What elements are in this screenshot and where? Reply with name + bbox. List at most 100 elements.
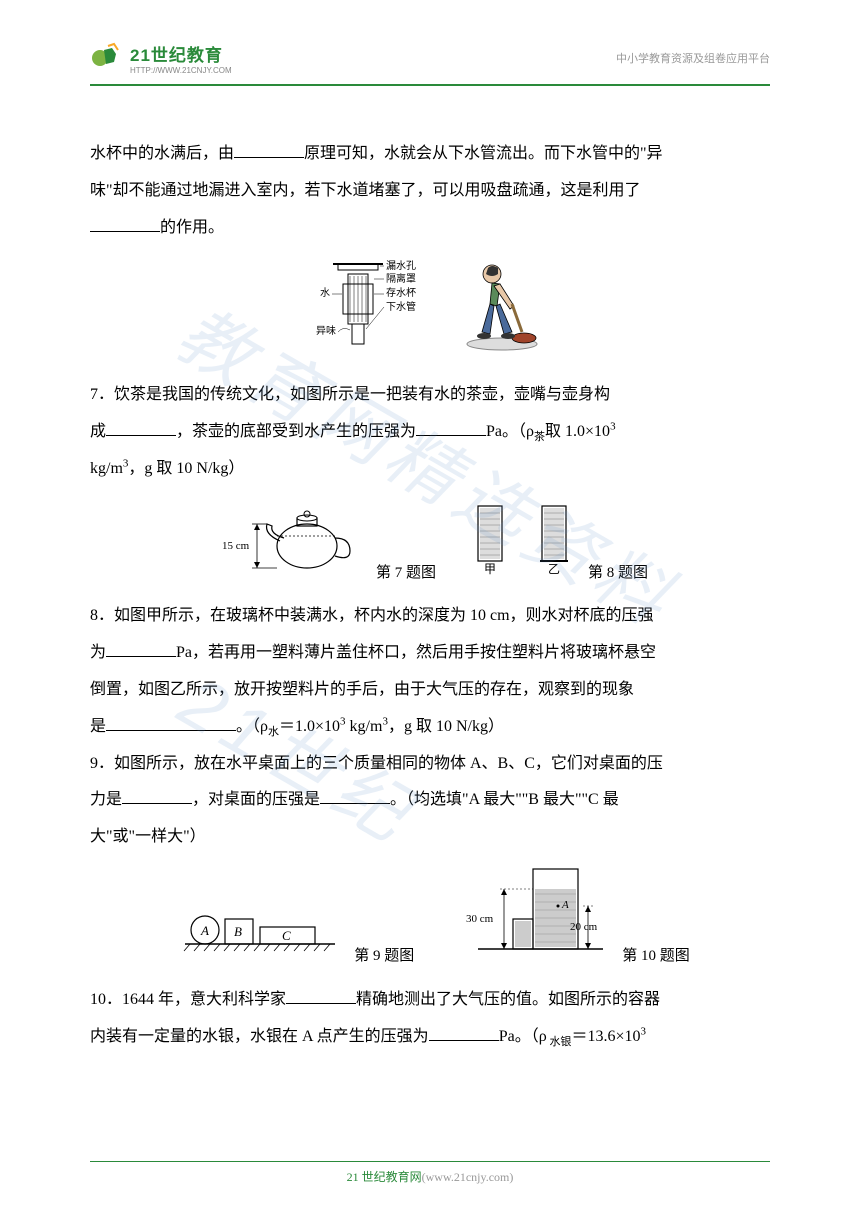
- q8-line4: 是。（ρ水＝1.0×103 kg/m3，g 取 10 N/kg）: [90, 709, 770, 746]
- text: 取 1.0×10: [545, 423, 610, 440]
- figure-glass-yi: 乙: [534, 501, 574, 591]
- q9-line1: 9．如图所示，放在水平桌面上的三个质量相同的物体 A、B、C，它们对桌面的压: [90, 746, 770, 783]
- figure-teapot: 15 cm: [222, 496, 362, 591]
- text: Pa。（ρ: [499, 1028, 547, 1045]
- svg-text:30 cm: 30 cm: [466, 913, 494, 925]
- text: 8．如图甲所示，在玻璃杯中装满水，杯内水的深度为 10 cm，则水对杯底的压强: [90, 607, 654, 624]
- figure-drain: 漏水孔 隔离罩 存水杯 下水管 水 异味: [308, 254, 428, 369]
- header-divider: [90, 84, 770, 86]
- header: 21世纪教育 HTTP://WWW.21CNJY.COM 中小学教育资源及组卷应…: [90, 40, 770, 76]
- svg-text:A: A: [561, 899, 569, 911]
- q7-line2: 成 ，茶壶的底部受到水产生的压强为 Pa。（ρ茶取 1.0×103: [90, 414, 770, 451]
- svg-text:A: A: [200, 923, 209, 938]
- q7-line1: 7．饮茶是我国的传统文化，如图所示是一把装有水的茶壶，壶嘴与壶身构: [90, 377, 770, 414]
- subscript: 水银: [547, 1036, 572, 1048]
- figure-row-3: A B C 第 9 题图 A: [90, 864, 770, 974]
- blank-fill[interactable]: [416, 420, 486, 436]
- fig8-label: 第 8 题图: [588, 556, 648, 591]
- blank-fill[interactable]: [106, 641, 176, 657]
- blank-fill[interactable]: [106, 715, 236, 731]
- fig-label: 存水杯: [386, 286, 416, 299]
- text: 大"或"一样大"）: [90, 828, 206, 845]
- logo: 21世纪教育 HTTP://WWW.21CNJY.COM: [90, 40, 232, 76]
- blank-fill[interactable]: [286, 988, 356, 1004]
- text: 。（ρ: [236, 718, 268, 735]
- text: 精确地测出了大气压的值。如图所示的容器: [356, 991, 660, 1008]
- fig7-label: 第 7 题图: [376, 556, 436, 591]
- footer: 21 世纪教育网(www.21cnjy.com): [0, 1161, 860, 1186]
- footer-url: (www.21cnjy.com): [422, 1170, 514, 1184]
- q8-line2: 为 Pa，若再用一塑料薄片盖住杯口，然后用手按住塑料片将玻璃杯悬空: [90, 635, 770, 672]
- superscript: 3: [640, 1025, 646, 1037]
- superscript: 3: [610, 421, 616, 433]
- figure-mercury: A 30 cm 20 cm: [458, 864, 608, 974]
- text: 9．如图所示，放在水平桌面上的三个质量相同的物体 A、B、C，它们对桌面的压: [90, 755, 663, 772]
- text: 为: [90, 644, 106, 661]
- subscript: 茶: [534, 431, 545, 443]
- text: ＝13.6×10: [571, 1028, 640, 1045]
- footer-divider: [90, 1161, 770, 1162]
- q10-line1: 10．1644 年，意大利科学家 精确地测出了大气压的值。如图所示的容器: [90, 982, 770, 1019]
- blank-fill[interactable]: [320, 788, 390, 804]
- logo-text-group: 21世纪教育 HTTP://WWW.21CNJY.COM: [130, 41, 232, 75]
- fig-label: 水: [320, 287, 330, 299]
- text: ，g 取 10 N/kg）: [128, 460, 244, 477]
- svg-text:C: C: [282, 928, 291, 943]
- text: 10．1644 年，意大利科学家: [90, 991, 286, 1008]
- fig-label: 隔离罩: [386, 272, 416, 285]
- fig-label: 下水管: [386, 300, 416, 313]
- svg-text:乙: 乙: [548, 562, 560, 576]
- text: 成: [90, 423, 106, 440]
- fig-label: 异味: [316, 325, 336, 337]
- text: 内装有一定量的水银，水银在 A 点产生的压强为: [90, 1028, 429, 1045]
- text: 7．饮茶是我国的传统文化，如图所示是一把装有水的茶壶，壶嘴与壶身构: [90, 386, 610, 403]
- figure-glass-jia: 甲: [470, 501, 510, 591]
- text: 倒置，如图乙所示，放开按塑料片的手后，由于大气压的存在，观察到的现象: [90, 681, 634, 698]
- figure-abc-blocks: A B C: [180, 899, 340, 974]
- text: 原理可知，水就会从下水管流出。而下水管中的"异: [304, 145, 663, 162]
- blank-fill[interactable]: [122, 788, 192, 804]
- text: ，对桌面的压强是: [192, 791, 320, 808]
- q9-line2: 力是 ，对桌面的压强是 。（均选填"A 最大""B 最大""C 最: [90, 782, 770, 819]
- q8-line3: 倒置，如图乙所示，放开按塑料片的手后，由于大气压的存在，观察到的现象: [90, 672, 770, 709]
- blank-fill[interactable]: [106, 420, 176, 436]
- svg-text:20 cm: 20 cm: [570, 921, 598, 933]
- text: kg/m: [346, 718, 383, 735]
- text: ，茶壶的底部受到水产生的压强为: [176, 423, 416, 440]
- text: 味"却不能通过地漏进入室内，若下水道堵塞了，可以用吸盘疏通，这是利用了: [90, 182, 641, 199]
- svg-text:甲: 甲: [484, 562, 496, 576]
- subscript: 水: [268, 726, 279, 738]
- blank-fill[interactable]: [90, 216, 160, 232]
- fig10-label: 第 10 题图: [622, 939, 690, 974]
- q7-line3: kg/m3，g 取 10 N/kg）: [90, 451, 770, 488]
- text: ，g 取 10 N/kg）: [388, 718, 504, 735]
- text: 是: [90, 718, 106, 735]
- intro-para: 水杯中的水满后，由 原理可知，水就会从下水管流出。而下水管中的"异: [90, 136, 770, 173]
- blank-fill[interactable]: [429, 1025, 499, 1041]
- content-body: 水杯中的水满后，由 原理可知，水就会从下水管流出。而下水管中的"异 味"却不能通过…: [90, 136, 770, 1055]
- text: 水杯中的水满后，由: [90, 145, 234, 162]
- logo-main-text: 21世纪教育: [130, 41, 232, 66]
- figure-row-2: 15 cm 第 7 题图 甲: [90, 496, 770, 591]
- logo-sub-text: HTTP://WWW.21CNJY.COM: [130, 66, 232, 75]
- svg-text:15 cm: 15 cm: [222, 540, 250, 552]
- fig-label: 漏水孔: [386, 260, 416, 272]
- text: Pa，若再用一塑料薄片盖住杯口，然后用手按住塑料片将玻璃杯悬空: [176, 644, 656, 661]
- svg-text:B: B: [234, 924, 242, 939]
- q10-line2: 内装有一定量的水银，水银在 A 点产生的压强为 Pa。（ρ 水银＝13.6×103: [90, 1019, 770, 1056]
- text: Pa。（ρ: [486, 423, 534, 440]
- text: 。（均选填"A 最大""B 最大""C 最: [390, 791, 619, 808]
- text: 的作用。: [160, 219, 224, 236]
- text: ＝1.0×10: [279, 718, 340, 735]
- intro-para-2: 味"却不能通过地漏进入室内，若下水道堵塞了，可以用吸盘疏通，这是利用了: [90, 173, 770, 210]
- logo-icon: [90, 40, 126, 76]
- q8-line1: 8．如图甲所示，在玻璃杯中装满水，杯内水的深度为 10 cm，则水对杯底的压强: [90, 598, 770, 635]
- q9-line3: 大"或"一样大"）: [90, 819, 770, 856]
- footer-brand: 21 世纪教育网: [347, 1170, 422, 1184]
- fig9-label: 第 9 题图: [354, 939, 414, 974]
- text: 力是: [90, 791, 122, 808]
- figure-row-1: 漏水孔 隔离罩 存水杯 下水管 水 异味: [90, 254, 770, 369]
- header-right-text: 中小学教育资源及组卷应用平台: [616, 50, 770, 66]
- blank-fill[interactable]: [234, 142, 304, 158]
- intro-para-3: 的作用。: [90, 210, 770, 247]
